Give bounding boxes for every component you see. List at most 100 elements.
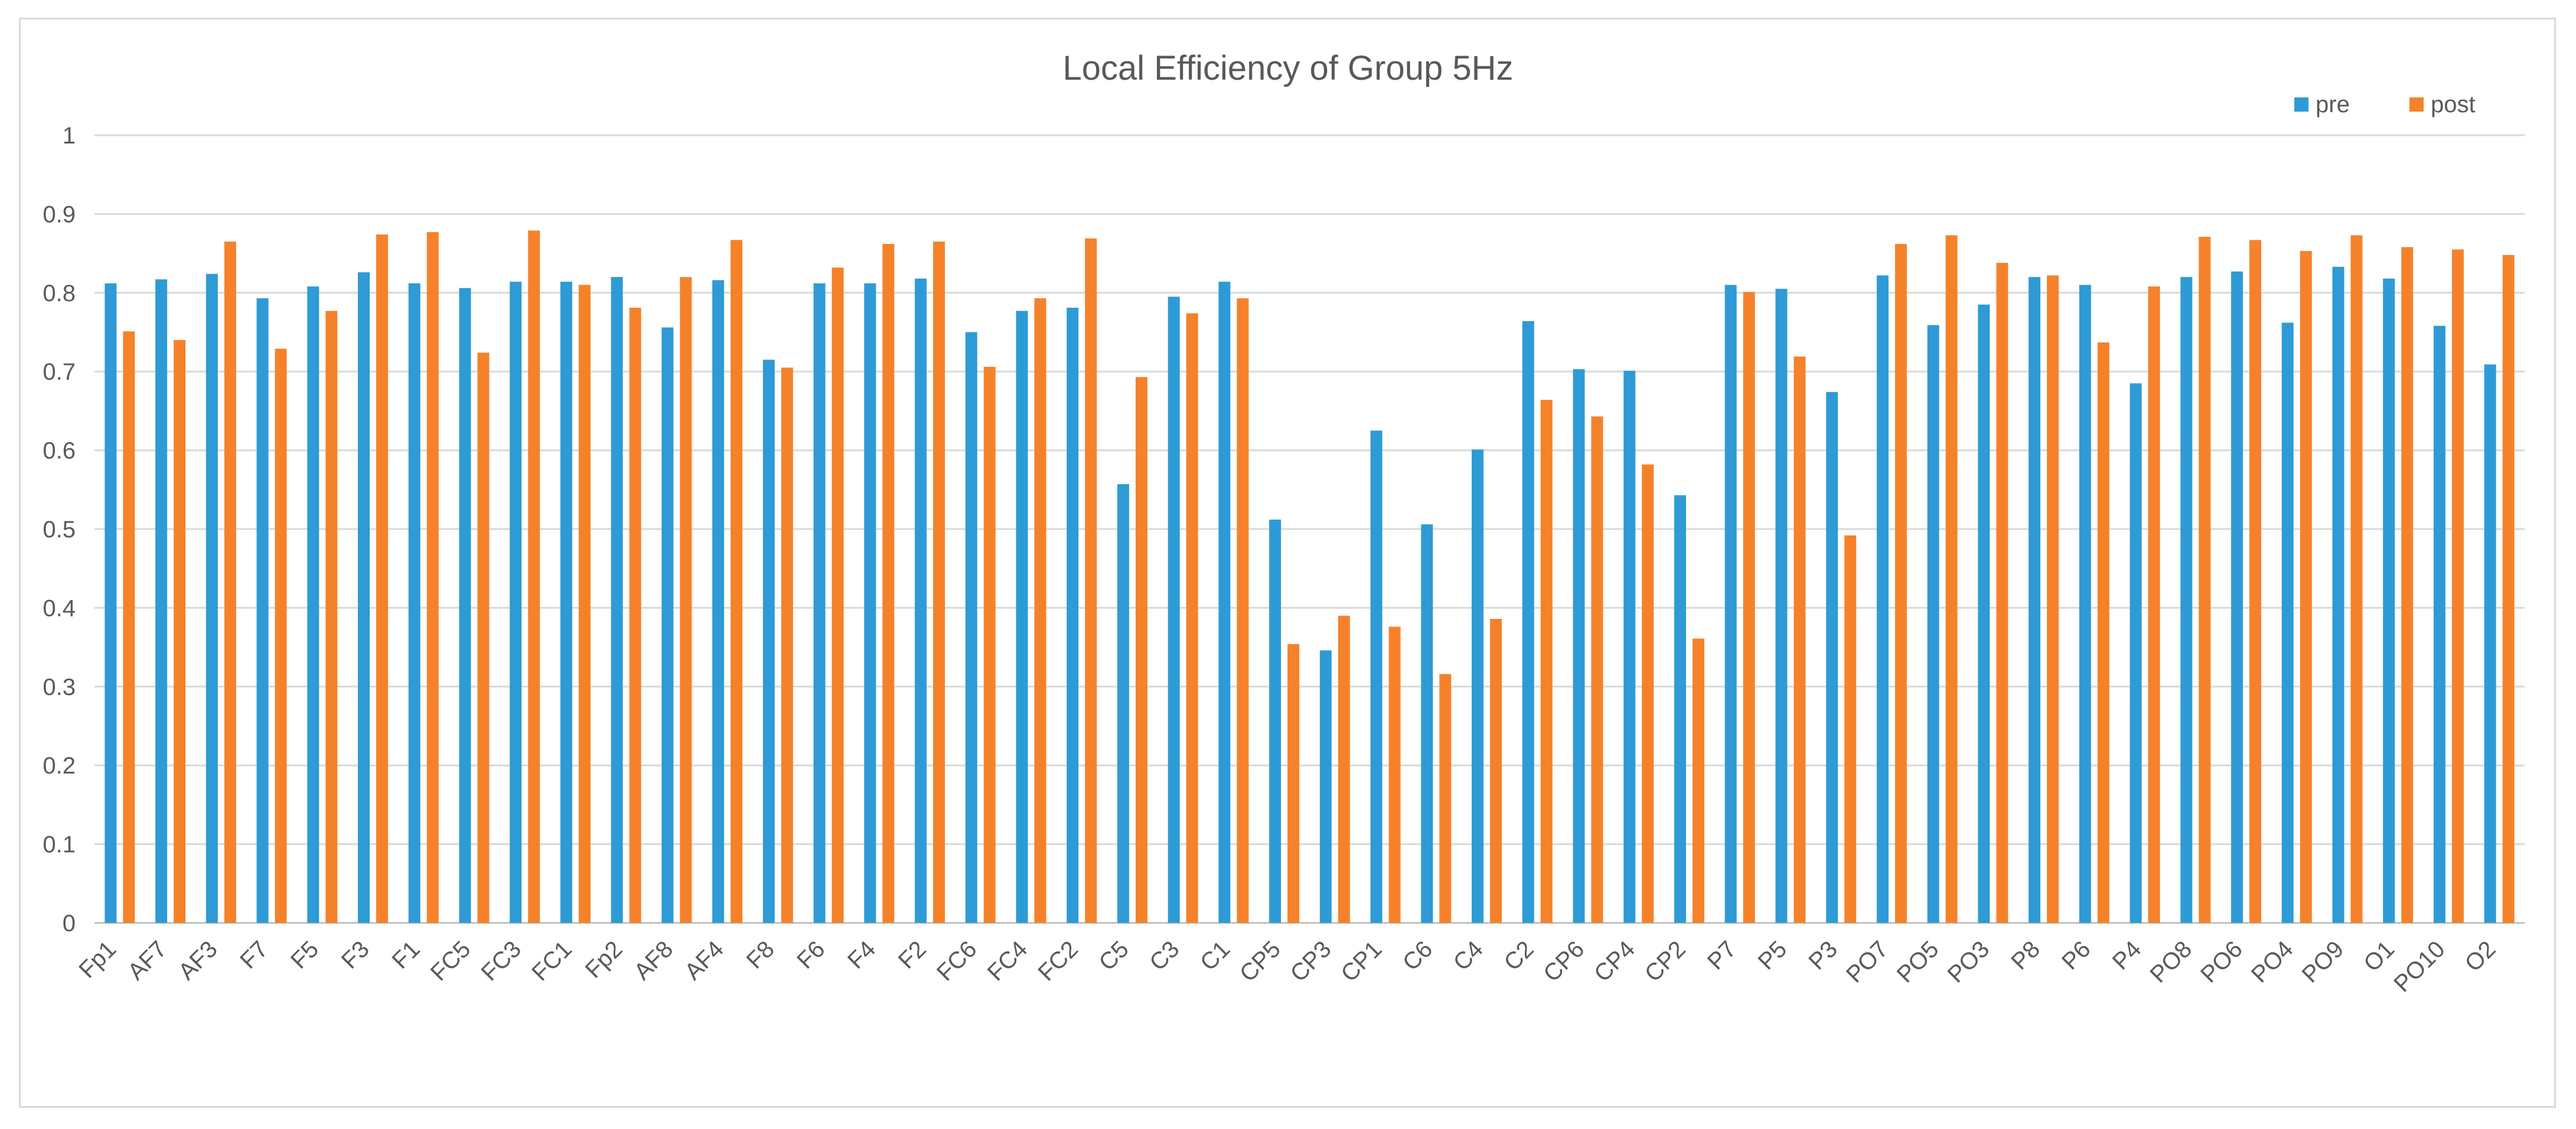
bar-pre-CP3	[1319, 650, 1332, 923]
x-tick-label: Fp1	[74, 936, 121, 983]
bar-post-PO4	[2300, 251, 2312, 923]
y-tick-label: 0.3	[43, 674, 76, 700]
bar-post-FC3	[528, 230, 540, 923]
bar-post-F5	[325, 311, 338, 924]
x-tick-label: C6	[1398, 936, 1437, 975]
bar-pre-PO9	[2332, 266, 2345, 923]
bar-pre-CP2	[1674, 495, 1686, 923]
y-tick-label: 0.8	[43, 280, 76, 306]
bar-post-CP5	[1287, 644, 1300, 923]
bar-pre-P3	[1826, 391, 1838, 923]
x-tick-label: P8	[2006, 936, 2045, 975]
x-tick-label: PO4	[2246, 936, 2298, 988]
bar-post-FC4	[1034, 298, 1046, 924]
bar-pre-C4	[1472, 449, 1484, 923]
legend-label-pre: pre	[2316, 92, 2350, 118]
bar-post-P6	[2097, 342, 2109, 923]
bar-pre-FC6	[965, 332, 977, 923]
bar-post-C1	[1237, 298, 1249, 924]
y-tick-label: 0.4	[43, 595, 76, 621]
bar-pre-O1	[2383, 278, 2395, 924]
bar-pre-FC3	[510, 282, 522, 923]
bar-post-Fp1	[123, 331, 135, 923]
x-tick-label: C3	[1144, 936, 1184, 975]
bar-pre-PO10	[2433, 325, 2445, 923]
bar-pre-PO4	[2281, 322, 2294, 923]
x-tick-label: PO8	[2145, 936, 2197, 988]
bar-pre-C1	[1218, 282, 1231, 923]
bar-pre-P7	[1724, 285, 1737, 924]
bar-post-P3	[1844, 535, 1857, 923]
bars	[105, 230, 2515, 924]
bar-pre-P8	[2029, 277, 2041, 923]
x-tick-label: FC2	[1033, 936, 1084, 986]
bar-pre-CP1	[1370, 430, 1382, 923]
x-axis-ticks: Fp1 AF7 AF3 F7 F5 F3 F1 FC5 FC3 FC1 Fp2 AF8 AF4 F8 F6 F…	[74, 936, 2500, 997]
bar-pre-CP6	[1573, 369, 1585, 923]
y-tick-label: 0.2	[43, 753, 76, 779]
bar-post-P5	[1794, 356, 1806, 923]
bar-pre-C3	[1168, 296, 1180, 924]
x-tick-label: P5	[1753, 936, 1792, 975]
bar-post-O2	[2502, 254, 2515, 923]
bar-pre-F8	[762, 360, 775, 923]
x-tick-label: PO9	[2297, 936, 2349, 988]
bar-pre-CP5	[1269, 519, 1282, 923]
bar-pre-FC4	[1016, 311, 1028, 924]
bar-post-FC1	[578, 285, 591, 924]
x-tick-label: C1	[1195, 936, 1235, 975]
x-tick-label: FC1	[527, 936, 577, 986]
bar-pre-F2	[915, 278, 927, 924]
bar-post-FC5	[477, 353, 490, 923]
bar-pre-C6	[1421, 524, 1433, 923]
bar-post-C5	[1135, 377, 1147, 923]
bar-post-F2	[933, 242, 945, 924]
bar-post-CP2	[1692, 638, 1704, 923]
x-tick-label: Fp2	[581, 936, 628, 983]
y-axis-ticks: 0 0.1 0.2 0.3 0.4 0.5 0.6 0.7 0.8 0.9 1	[43, 123, 76, 937]
x-tick-label: C5	[1094, 936, 1134, 975]
x-tick-label: F3	[337, 936, 374, 974]
x-tick-label: C4	[1449, 936, 1488, 975]
bar-pre-P5	[1775, 289, 1788, 923]
legend: pre post	[2294, 92, 2476, 118]
bar-pre-F7	[256, 298, 269, 924]
x-tick-label: F5	[286, 936, 324, 974]
y-tick-label: 0	[63, 911, 76, 937]
x-tick-label: CP1	[1336, 936, 1387, 987]
x-tick-label: F4	[843, 936, 881, 974]
bar-post-O1	[2401, 247, 2414, 924]
bar-pre-AF3	[206, 273, 218, 924]
bar-pre-PO6	[2231, 271, 2243, 924]
bar-post-CP6	[1591, 416, 1603, 923]
y-tick-label: 0.9	[43, 201, 76, 227]
bar-pre-F3	[358, 272, 370, 924]
x-tick-label: O2	[2460, 936, 2501, 977]
bar-post-F7	[275, 348, 287, 923]
x-tick-label: F7	[235, 936, 273, 974]
bar-post-F1	[426, 232, 439, 923]
bar-post-CP4	[1642, 464, 1654, 923]
bar-pre-AF7	[155, 279, 168, 923]
x-tick-label: AF7	[123, 936, 172, 985]
x-tick-label: CP4	[1589, 936, 1640, 987]
bar-post-CP1	[1388, 627, 1401, 923]
gridlines	[94, 134, 2525, 924]
bar-pre-O2	[2484, 364, 2496, 923]
bar-post-P7	[1743, 292, 1755, 923]
x-tick-label: AF3	[174, 936, 223, 985]
y-tick-label: 0.7	[43, 359, 76, 385]
y-tick-label: 0.1	[43, 832, 76, 858]
x-tick-label: F2	[894, 936, 931, 974]
bar-post-AF7	[174, 340, 186, 923]
bar-pre-PO7	[1876, 275, 1889, 923]
bar-post-AF4	[731, 240, 743, 923]
bar-pre-PO8	[2180, 277, 2193, 923]
bar-post-PO9	[2350, 235, 2363, 924]
bar-pre-FC5	[459, 288, 471, 923]
x-tick-label: FC5	[426, 936, 476, 986]
bar-pre-C5	[1117, 484, 1129, 923]
bar-pre-FC2	[1067, 308, 1079, 923]
bar-post-F6	[832, 267, 844, 923]
